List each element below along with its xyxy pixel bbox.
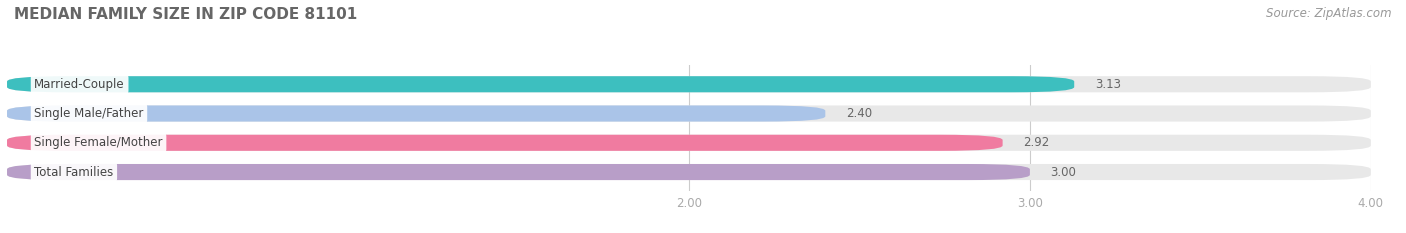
Text: 3.13: 3.13 <box>1095 78 1121 91</box>
FancyBboxPatch shape <box>7 135 1371 151</box>
FancyBboxPatch shape <box>7 135 1002 151</box>
Text: Married-Couple: Married-Couple <box>34 78 125 91</box>
Text: 3.00: 3.00 <box>1050 165 1076 178</box>
FancyBboxPatch shape <box>7 106 825 122</box>
FancyBboxPatch shape <box>7 164 1371 180</box>
Text: Single Male/Father: Single Male/Father <box>34 107 143 120</box>
FancyBboxPatch shape <box>7 76 1371 92</box>
Text: Source: ZipAtlas.com: Source: ZipAtlas.com <box>1267 7 1392 20</box>
Text: MEDIAN FAMILY SIZE IN ZIP CODE 81101: MEDIAN FAMILY SIZE IN ZIP CODE 81101 <box>14 7 357 22</box>
FancyBboxPatch shape <box>7 76 1074 92</box>
Text: 2.92: 2.92 <box>1024 136 1049 149</box>
Text: Total Families: Total Families <box>34 165 114 178</box>
Text: Single Female/Mother: Single Female/Mother <box>34 136 163 149</box>
Text: 2.40: 2.40 <box>846 107 872 120</box>
FancyBboxPatch shape <box>7 106 1371 122</box>
FancyBboxPatch shape <box>7 164 1029 180</box>
